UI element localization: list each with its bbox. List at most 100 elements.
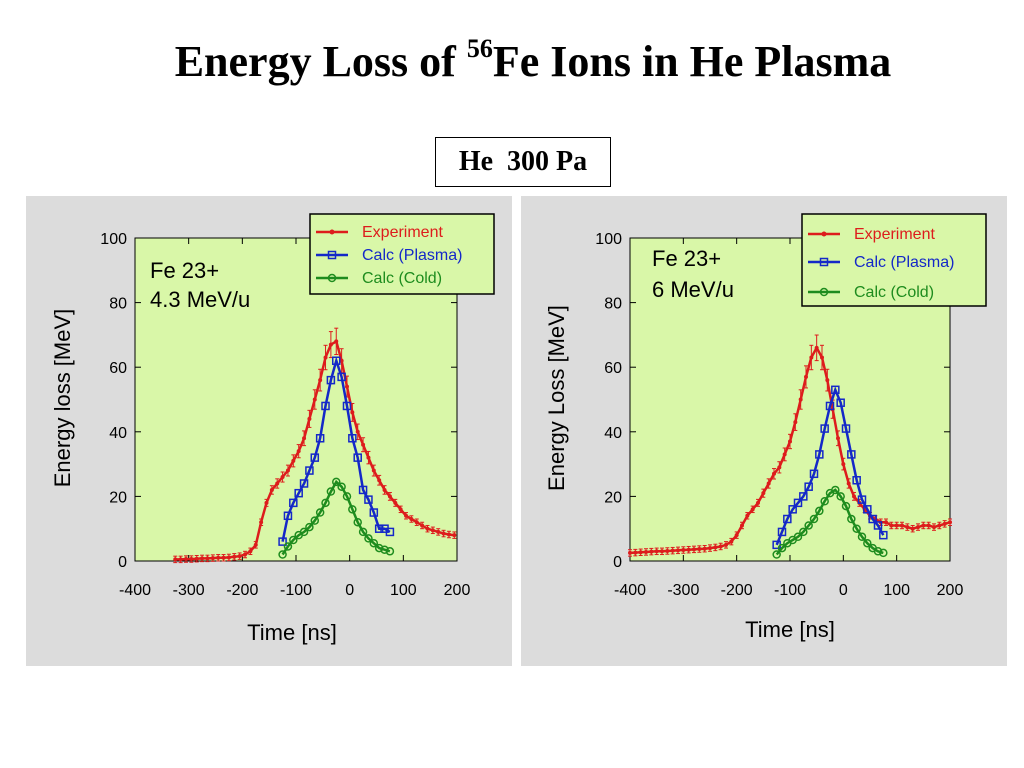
data-point [798, 397, 803, 402]
data-point [205, 556, 210, 561]
data-point [318, 378, 323, 383]
data-point [772, 471, 776, 476]
series-experiment [173, 327, 457, 564]
data-point [910, 526, 915, 531]
data-point [644, 549, 648, 554]
data-point [259, 520, 264, 525]
data-point [353, 517, 362, 527]
series-plasma [772, 385, 888, 550]
data-point [441, 531, 446, 536]
x-tick-label: -200 [721, 582, 753, 599]
x-tick-label: -400 [119, 582, 151, 599]
data-point [307, 416, 312, 421]
data-point [879, 548, 888, 558]
chart-annotation: 6 MeV/u [652, 277, 734, 302]
data-point [328, 342, 333, 347]
data-point [756, 500, 760, 505]
data-point [681, 548, 686, 553]
data-point [793, 498, 803, 508]
data-point [889, 523, 894, 528]
data-point [369, 538, 379, 548]
data-point [189, 557, 194, 562]
y-tick-label: 80 [604, 296, 622, 313]
data-point [692, 547, 696, 552]
x-tick-label: -200 [226, 582, 258, 599]
legend-label: Calc (Plasma) [854, 254, 954, 271]
data-point [942, 521, 947, 526]
data-point [323, 355, 328, 360]
legend-label: Calc (Cold) [362, 270, 442, 287]
data-point [348, 434, 357, 443]
data-point [665, 548, 670, 553]
data-point [283, 542, 293, 551]
y-axis-label: Energy Loss [MeV] [544, 305, 569, 491]
data-point [836, 492, 845, 501]
data-point [289, 498, 298, 508]
data-point [305, 466, 314, 475]
data-point [377, 478, 382, 483]
data-point [342, 401, 352, 411]
data-point [221, 555, 226, 560]
data-point [686, 547, 691, 552]
data-point [291, 458, 296, 463]
legend-marker [819, 257, 829, 267]
legend-marker [329, 229, 335, 235]
data-point [729, 539, 734, 544]
data-point [326, 487, 336, 496]
data-point [841, 462, 846, 467]
data-point [814, 345, 819, 350]
legend-marker [327, 273, 337, 283]
data-point [264, 500, 269, 505]
data-point [321, 401, 330, 411]
data-point [836, 398, 845, 407]
data-point [285, 468, 290, 473]
data-point [226, 555, 231, 560]
data-point [654, 549, 659, 554]
data-point [921, 523, 926, 528]
series-plasma [278, 356, 395, 546]
data-point [777, 465, 782, 470]
data-point [355, 429, 360, 434]
data-point [369, 508, 379, 517]
data-point [831, 485, 840, 495]
data-point [312, 397, 317, 402]
data-point [905, 525, 910, 530]
legend-label: Calc (Plasma) [362, 247, 462, 264]
data-point [248, 549, 253, 554]
y-tick-label: 0 [118, 554, 127, 571]
x-tick-label: -100 [774, 582, 806, 599]
chart-left: -400 -300 -200 -100 0 100 200 0 20 40 60 80 100 Time … [26, 196, 512, 666]
data-point [210, 556, 215, 561]
data-point [804, 374, 808, 379]
data-point [364, 534, 373, 543]
data-point [809, 469, 819, 479]
data-point [385, 527, 395, 537]
data-point [382, 487, 387, 492]
data-point [344, 384, 349, 389]
data-point [280, 475, 285, 480]
data-point [409, 517, 414, 522]
data-point [420, 523, 425, 528]
data-point [740, 523, 744, 528]
data-point [676, 548, 680, 553]
series-cold [278, 477, 395, 559]
data-point [278, 537, 287, 546]
data-point [334, 339, 339, 344]
data-point [825, 401, 835, 411]
data-point [660, 549, 664, 554]
data-point [863, 505, 872, 514]
x-tick-label: -300 [667, 582, 699, 599]
data-point [446, 532, 451, 537]
data-point [937, 523, 942, 528]
data-point [879, 530, 888, 540]
data-point [337, 482, 346, 491]
legend-marker [821, 231, 827, 237]
y-tick-label: 100 [595, 231, 622, 248]
data-point [852, 476, 861, 485]
data-point [310, 453, 320, 462]
data-point [852, 494, 856, 499]
y-tick-label: 80 [109, 296, 127, 313]
data-point [628, 550, 632, 555]
data-point [366, 455, 371, 460]
